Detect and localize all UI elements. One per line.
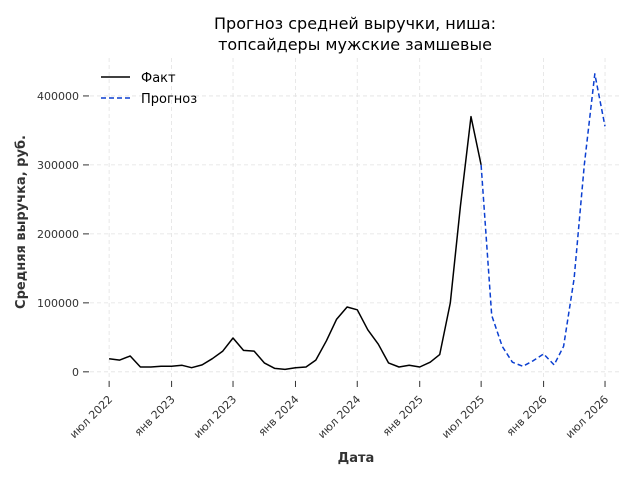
- y-tick-label: 200000: [37, 228, 79, 241]
- x-axis-ticks: июл 2022 янв 2023 июл 2023 янв 2024 июл 2024…: [67, 381, 611, 441]
- grid: [83, 58, 622, 387]
- chart-title-line-2: топсайдеры мужские замшевые: [218, 35, 492, 54]
- x-tick-label: июл 2025: [439, 393, 487, 441]
- x-axis-label: Дата: [338, 451, 375, 466]
- x-tick-label: июл 2022: [67, 393, 115, 441]
- y-tick-label: 0: [72, 366, 79, 379]
- legend-label-fact: Факт: [141, 71, 176, 86]
- x-tick-label: июл 2026: [563, 393, 611, 441]
- x-tick-label: июл 2024: [315, 393, 363, 441]
- x-tick-label: янв 2025: [380, 393, 426, 439]
- series-lines: [109, 73, 606, 371]
- y-tick-label: 100000: [37, 297, 79, 310]
- y-axis-ticks: 0 100000 200000 300000 400000: [37, 90, 89, 379]
- x-tick-label: янв 2024: [256, 393, 302, 439]
- x-tick-label: янв 2023: [132, 393, 178, 439]
- y-tick-label: 400000: [37, 90, 79, 103]
- x-tick-label: июл 2023: [191, 393, 239, 441]
- x-tick-label: янв 2026: [504, 393, 550, 439]
- legend-label-forecast: Прогноз: [141, 92, 197, 107]
- chart-title-line-1: Прогноз средней выручки, ниша:: [214, 14, 496, 33]
- series-line-fact: [109, 115, 482, 371]
- y-axis-label: Средняя выручка, руб.: [14, 135, 29, 309]
- y-tick-label: 300000: [37, 159, 79, 172]
- series-line-forecast: [480, 73, 606, 368]
- legend: Факт Прогноз: [101, 71, 197, 107]
